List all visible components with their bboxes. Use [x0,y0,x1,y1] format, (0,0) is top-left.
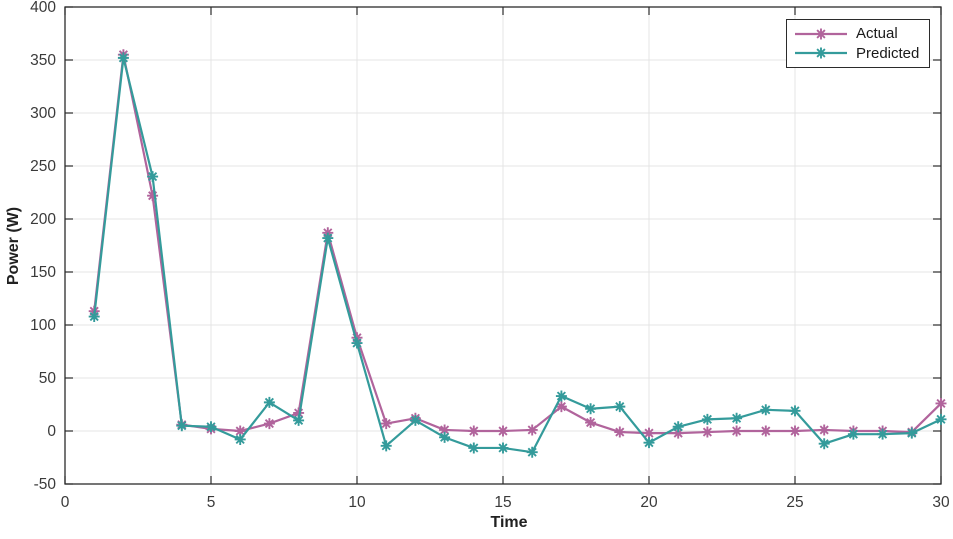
x-tick-label: 25 [786,494,803,511]
y-tick-label: 300 [30,105,56,122]
y-axis-label: Power (W) [5,206,22,286]
legend-item-predicted: Predicted [793,45,923,61]
y-tick-label: -50 [34,476,57,493]
y-tick-label: 200 [30,211,56,228]
y-tick-label: 350 [30,52,56,69]
x-tick-label: 10 [348,494,366,511]
asterisk-marker-icon [815,28,827,40]
legend-item-actual: Actual [793,26,923,42]
x-tick-label: 20 [640,494,658,511]
y-tick-label: 100 [30,317,56,334]
legend-label: Actual [856,25,898,43]
legend: Actual Predicted [786,19,930,68]
x-tick-label: 15 [494,494,511,511]
legend-line-sample [795,28,847,40]
y-tick-label: 0 [47,423,56,440]
y-tick-label: 150 [30,264,56,281]
x-tick-label: 5 [207,494,216,511]
series-markers-actual [88,49,947,439]
x-axis-label: Time [490,514,528,531]
y-tick-label: 50 [39,370,57,387]
legend-label: Predicted [856,44,920,62]
series-line-actual [93,53,942,435]
y-tick-label: 250 [30,158,56,175]
y-tick-label: 400 [30,0,56,16]
x-tick-label: 0 [61,494,70,511]
series-line-predicted [93,56,942,454]
legend-line-sample [795,47,847,59]
x-tick-label: 30 [932,494,950,511]
asterisk-marker-icon [815,47,827,59]
series-markers-predicted [88,52,947,458]
